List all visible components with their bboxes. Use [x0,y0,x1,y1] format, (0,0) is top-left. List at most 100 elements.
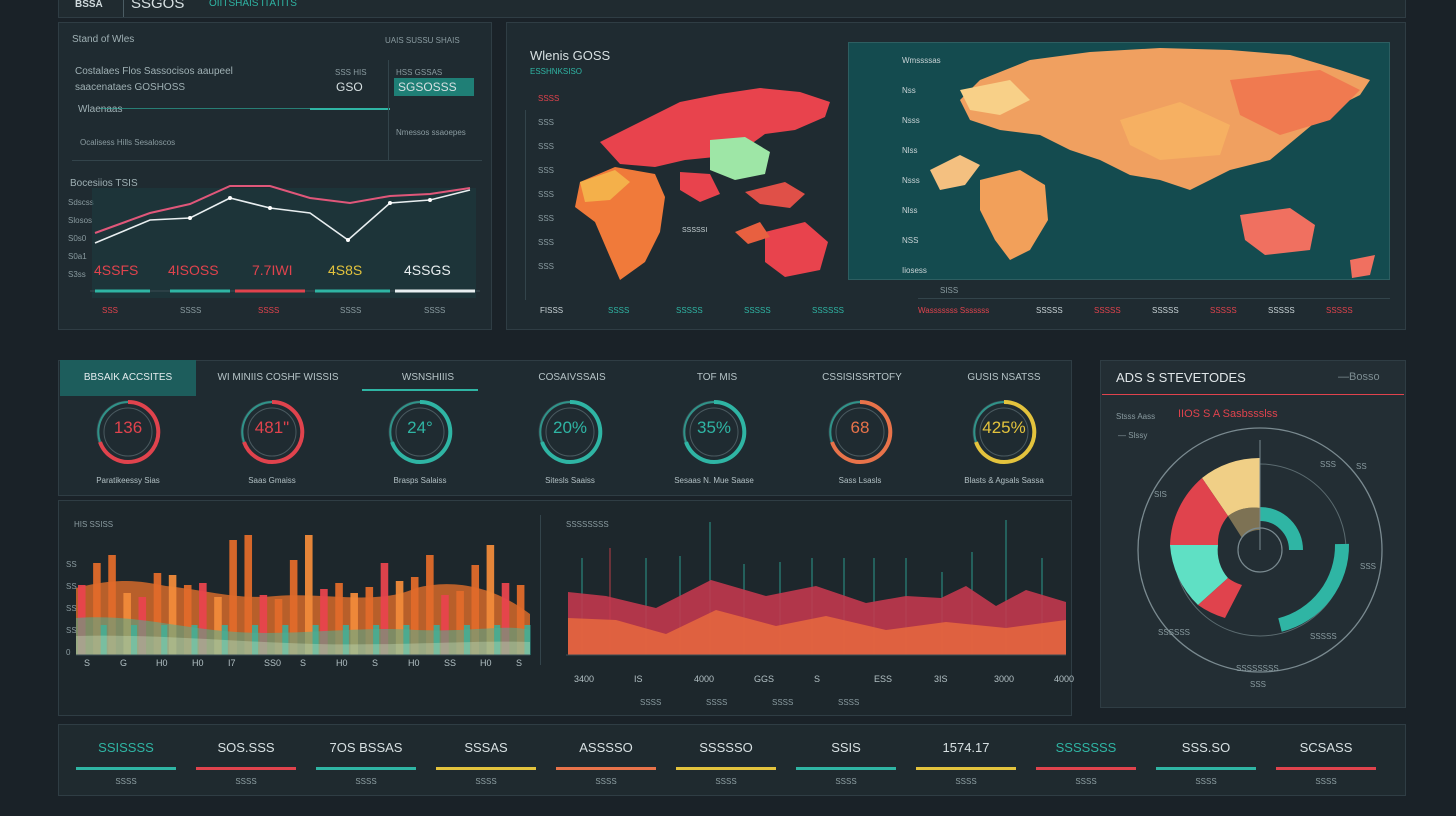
gauge-value: 481" [254,418,290,437]
pct-2: 4ISOSS [168,262,219,278]
map-left-x-label: FISSS [540,306,564,315]
top-left-header-right: UAIS SUSSU SHAIS [385,36,460,45]
donut-title: ADS S STEVETODES [1116,370,1246,385]
kpi-tab[interactable]: GUSIS NSATSS [967,372,1041,383]
bar [516,585,525,655]
lc-x-2: SSSS [180,306,202,315]
bottom-stat-value: SSSSSSS [1055,740,1117,755]
donut-link[interactable]: —Bosso [1338,371,1380,383]
world-map-right [930,48,1375,278]
donut-label: SSSSSS [1158,628,1191,637]
gauge-ring [828,399,893,464]
kpi-tab-underline [362,389,478,391]
bottom-stat-value: 7OS BSSAS [329,740,403,755]
area-x-label: ESS [874,674,893,684]
lc-x-5: SSSS [424,306,446,315]
donut-label: SSS [1320,460,1337,469]
bottom-stat-bar [196,767,296,770]
area-x-label: 4000 [1054,674,1075,684]
gauge-ring [538,399,603,464]
map-side-label: Nsss [902,116,920,125]
bars-chart-title: HIS SSISS [74,520,114,529]
area-x-sublabel: SSSS [772,698,794,707]
bar [305,535,313,655]
bars-x-label: H0 [192,658,204,668]
bar [153,573,162,655]
map-y-tick: SSS [538,142,555,151]
gauge-value: 35% [696,418,732,437]
area-x-label: IS [634,674,643,684]
bottom-stat-bar [1156,767,1256,770]
gauge-ring [972,399,1037,464]
bars-y-tick: SS [66,604,77,613]
gauge-label: Paratikeessy Sias [96,476,160,485]
gauge-label: Sass Lsasls [838,476,882,485]
map-right-x-label: SSSSS [1326,306,1353,315]
bottom-stat-label: SSSS [715,777,737,786]
bar [199,583,207,655]
series-white-line [94,189,471,244]
kpi-tab[interactable]: TOF MIS [696,372,738,383]
map-inner-label: SSSSSI [682,227,707,234]
bottom-stat-value: SOS.SSS [217,740,275,755]
donut-panel [1100,360,1406,708]
area-chart [566,520,1066,656]
map-right-x-label: SSSSS [1210,306,1237,315]
map-y-tick: SSS [538,190,555,199]
map-title: Wlenis GOSS [530,48,611,63]
bottom-stat-value: SSSAS [464,740,508,755]
donut-label: SSS [1250,680,1267,689]
map-left-x-label: SSSSS [744,306,771,315]
bar [410,577,419,655]
lc-x-1: SSS [102,306,119,315]
line-chart [90,185,480,298]
bottom-stat-bar [316,767,416,770]
bar [214,597,222,655]
area-x-sublabel: SSSS [640,698,662,707]
donut-label: SSSSSSSS [1236,664,1279,673]
kpi-tab[interactable]: WSNSHIIIS [401,372,455,383]
bars-x-label: I7 [228,658,236,668]
kpi-tab[interactable]: BBSAIK ACCSITES [60,360,196,396]
bottom-stat-label: SSSS [835,777,857,786]
map-right-x-label: SSSSS [1036,306,1063,315]
series-pink-line [94,185,471,234]
row3-label: Ocalisess Hills Sesaloscos [80,138,176,147]
kpi-tab[interactable]: WI MINIIS COSHF WISSIS [217,372,339,383]
line-chart-y-tick: S0s0 [68,234,87,243]
bar [426,555,434,655]
bar [320,589,328,655]
gauge-value: 425% [982,418,1026,437]
gauge-value: 136 [113,418,143,437]
map-y-tick: SSS [538,262,555,271]
bottom-stat-bar [796,767,896,770]
bars-chart [76,535,531,656]
map-right-x-label: SSSSS [1268,306,1295,315]
map-axis-title: SISS [940,286,959,295]
bottom-stat-bar [916,767,1016,770]
stat2-sub: Nmessos ssaoepes [396,128,466,137]
bar [441,595,449,655]
map-side-label: Nlss [902,146,918,155]
bottom-stat-label: SSSS [475,777,497,786]
stat2-value: SGSOSSS [398,80,457,94]
kpi-tab[interactable]: CSSISISSRTOFY [822,372,902,383]
kpi-tab[interactable]: COSAIVSSAIS [538,372,606,383]
bottom-stats-panel [58,724,1406,796]
bar [395,581,404,655]
bars-y-tick: SS [66,560,77,569]
donut-label: SIS [1154,490,1167,499]
bar [183,585,192,655]
bar [168,575,177,655]
bar [274,599,283,655]
pct-4: 4S8S [328,262,363,278]
bottom-stat-label: SSSS [115,777,137,786]
map-right-x-label: SSSSS [1094,306,1121,315]
bottom-stat-label: SSSS [955,777,977,786]
bar [259,595,268,655]
area-x-sublabel: SSSS [838,698,860,707]
map-side-label: Iiosess [902,266,927,275]
donut-label: SS [1356,462,1367,471]
header-subtitle: OIITSHAIS ITATITS [209,0,297,9]
gauge-label: Sesaas N. Mue Saase [674,476,754,485]
